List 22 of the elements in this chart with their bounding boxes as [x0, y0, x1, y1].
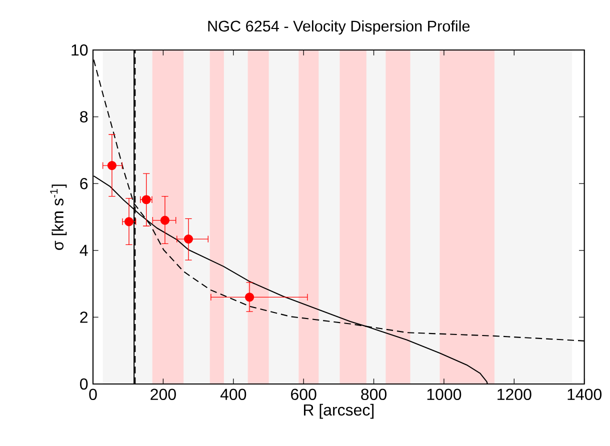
point: [107, 161, 116, 170]
x-tick-label: 1000: [427, 388, 462, 400]
x-tick-label: 1200: [498, 388, 532, 400]
point: [244, 292, 254, 302]
chart-title: NGC 6254 - Velocity Dispersion Profile: [208, 20, 470, 35]
x-tick-label: 0: [89, 388, 97, 400]
y-tick-label: 2: [80, 312, 88, 323]
point: [124, 217, 134, 226]
y-tick-label: 8: [80, 111, 88, 122]
x-tick-label: 800: [361, 388, 386, 400]
x-tick-label: 200: [150, 388, 176, 400]
y-tick-label: 4: [80, 244, 88, 256]
y-tick-label: 0: [80, 378, 88, 390]
x-tick-label: 1400: [568, 388, 602, 400]
x-axis-title: R [arcsec]: [304, 404, 374, 419]
x-tick-label: 600: [291, 388, 316, 400]
y-tick-label: 6: [80, 178, 88, 190]
x-tick-label: 400: [220, 388, 246, 400]
point: [160, 216, 170, 225]
y-tick-label: 10: [72, 44, 88, 56]
point: [184, 234, 193, 244]
y-axis-title: σ [km s$^{-1}$]: [50, 184, 67, 250]
